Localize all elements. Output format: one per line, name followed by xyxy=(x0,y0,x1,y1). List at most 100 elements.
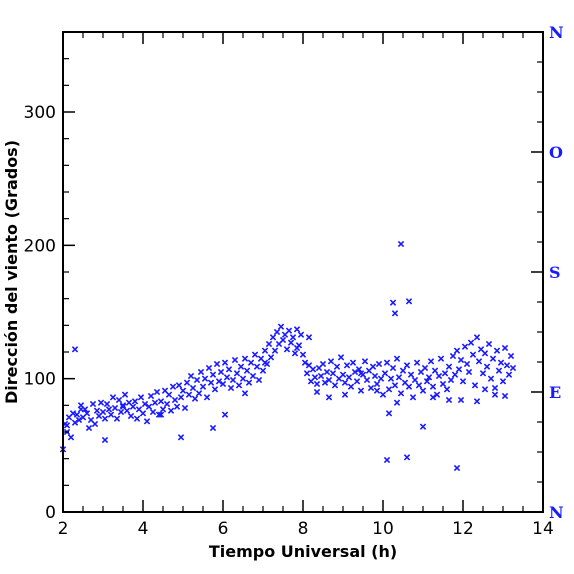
data-point xyxy=(119,402,127,409)
data-point xyxy=(333,363,341,370)
data-point xyxy=(507,352,515,360)
data-point xyxy=(155,411,163,418)
x-axis-title: Tiempo Universal (h) xyxy=(209,542,397,561)
data-point xyxy=(409,394,417,401)
data-point xyxy=(249,372,257,380)
data-point xyxy=(331,382,339,389)
data-point xyxy=(393,355,401,362)
data-point xyxy=(371,372,379,380)
data-point xyxy=(341,391,349,398)
data-point xyxy=(189,384,197,392)
data-point xyxy=(327,358,335,365)
compass-label: S xyxy=(549,263,561,282)
data-point xyxy=(303,370,311,377)
data-point xyxy=(403,362,411,369)
data-point xyxy=(473,334,481,341)
data-point xyxy=(217,368,225,376)
data-point xyxy=(291,350,299,357)
data-point xyxy=(433,391,441,398)
data-point xyxy=(405,383,413,390)
data-point xyxy=(171,396,179,404)
data-point xyxy=(269,334,277,341)
data-point xyxy=(389,299,397,306)
data-point xyxy=(463,360,471,368)
data-point xyxy=(223,374,231,381)
data-point xyxy=(145,403,153,410)
data-point xyxy=(179,387,187,394)
data-point xyxy=(101,436,109,444)
data-point xyxy=(267,354,275,361)
data-point xyxy=(151,399,159,406)
axes: 2 4 6 8 10 12 14 0 100 200 300 N E S O N xyxy=(24,23,564,539)
data-point xyxy=(229,376,237,384)
data-point xyxy=(185,391,193,398)
data-point xyxy=(345,374,353,381)
data-point xyxy=(377,375,385,382)
data-point xyxy=(153,388,161,396)
data-point xyxy=(237,363,245,370)
data-point xyxy=(287,339,295,346)
data-point xyxy=(461,343,469,350)
data-point xyxy=(313,388,321,396)
data-point xyxy=(101,415,109,422)
data-point xyxy=(117,408,125,416)
data-point xyxy=(321,379,329,386)
data-point xyxy=(141,400,149,408)
data-point xyxy=(473,398,481,405)
data-point xyxy=(157,411,165,418)
data-point xyxy=(251,351,259,358)
data-point xyxy=(147,392,155,400)
data-point xyxy=(293,326,301,333)
data-point xyxy=(369,363,377,370)
data-point xyxy=(423,378,431,385)
data-point xyxy=(247,359,255,366)
data-point xyxy=(121,391,129,398)
data-point xyxy=(221,411,229,418)
data-point xyxy=(93,407,101,414)
y-tick-label: 300 xyxy=(24,103,56,123)
data-point xyxy=(443,386,451,393)
data-point xyxy=(329,370,337,377)
data-point xyxy=(305,334,313,341)
data-point xyxy=(195,390,203,397)
data-point xyxy=(339,371,347,378)
data-point xyxy=(183,379,191,386)
data-point xyxy=(111,404,119,412)
data-point xyxy=(215,378,223,385)
data-point xyxy=(203,394,211,401)
data-point xyxy=(313,380,321,388)
data-point xyxy=(387,375,395,382)
data-point xyxy=(221,359,229,366)
data-point xyxy=(69,410,77,417)
y-tick-label: 200 xyxy=(24,236,56,256)
data-point xyxy=(435,372,443,380)
x-tick-label: 4 xyxy=(138,519,149,539)
data-point xyxy=(209,371,217,378)
data-point xyxy=(357,387,365,394)
data-point xyxy=(453,464,461,472)
data-point xyxy=(167,407,175,414)
data-point xyxy=(187,372,195,380)
data-point xyxy=(165,391,173,398)
data-point xyxy=(191,395,199,402)
data-point xyxy=(99,408,107,416)
y-tick-label: 100 xyxy=(24,370,56,390)
data-point xyxy=(133,415,141,422)
data-point xyxy=(419,387,427,394)
data-point xyxy=(429,394,437,401)
data-point xyxy=(73,411,81,418)
data-point xyxy=(325,394,333,401)
data-point xyxy=(89,400,97,408)
data-point xyxy=(467,339,475,346)
data-point xyxy=(415,382,423,389)
data-point xyxy=(169,383,177,390)
data-point xyxy=(361,358,369,365)
data-point xyxy=(431,367,439,374)
data-point xyxy=(129,403,137,410)
data-point xyxy=(481,386,489,393)
data-point xyxy=(103,400,111,408)
x-tick-label: 10 xyxy=(372,519,394,539)
data-point xyxy=(293,344,301,352)
